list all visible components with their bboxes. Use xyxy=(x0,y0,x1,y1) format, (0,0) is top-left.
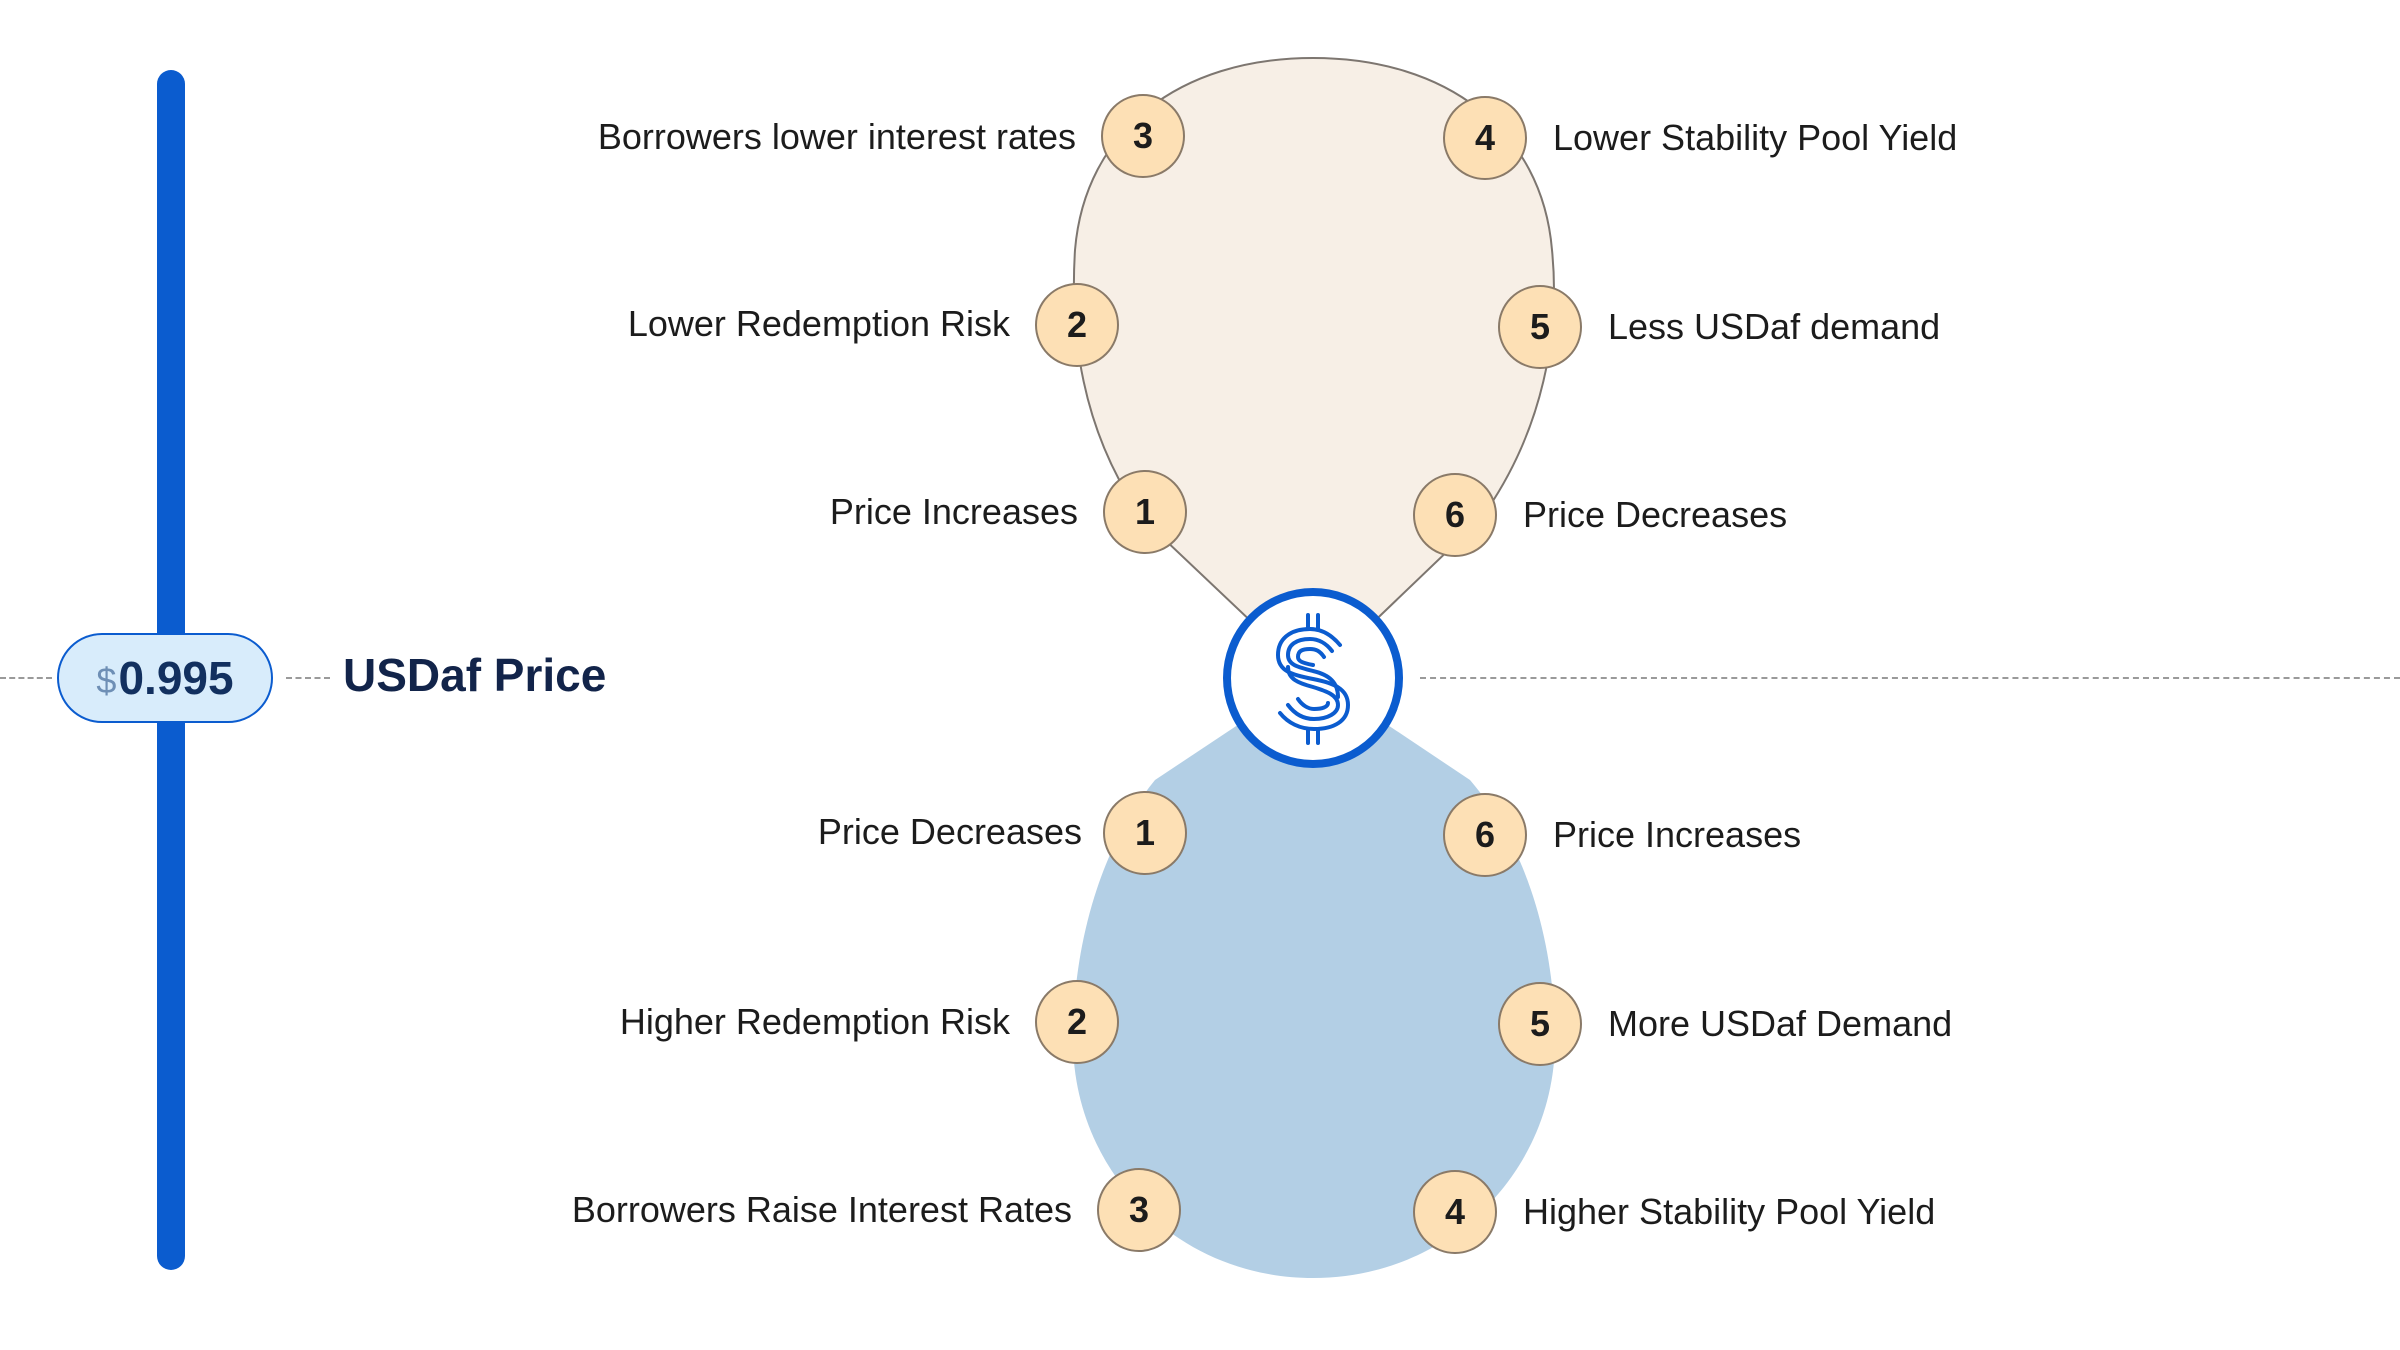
lower-step-5-badge: 5 xyxy=(1498,982,1582,1066)
lower-step-5-label: More USDaf Demand xyxy=(1608,1003,1953,1044)
upper-step-2-badge: 2 xyxy=(1035,283,1119,367)
lower-step-1-label: Price Decreases xyxy=(817,811,1082,852)
dollar-coin-icon xyxy=(1222,587,1404,769)
upper-step-4-label: Lower Stability Pool Yield xyxy=(1553,117,1958,158)
lower-step-4-badge: 4 xyxy=(1413,1170,1497,1254)
upper-step-3-badge: 3 xyxy=(1101,94,1185,178)
price-value: 0.995 xyxy=(118,652,234,704)
upper-step-6-label: Price Decreases xyxy=(1523,494,1788,535)
price-line-right xyxy=(1420,677,2400,679)
price-indicator[interactable]: $ 0.995 xyxy=(57,633,273,723)
lower-step-4-label: Higher Stability Pool Yield xyxy=(1523,1191,1936,1232)
price-line-mid xyxy=(286,677,330,679)
lower-step-2-badge: 2 xyxy=(1035,980,1119,1064)
price-line-left xyxy=(0,677,52,679)
upper-step-4-badge: 4 xyxy=(1443,96,1527,180)
lower-step-3-label: Borrowers Raise Interest Rates xyxy=(571,1189,1072,1230)
lower-step-1-badge: 1 xyxy=(1103,791,1187,875)
lower-step-2-label: Higher Redemption Risk xyxy=(619,1001,1010,1042)
upper-step-5-label: Less USDaf demand xyxy=(1608,306,1941,347)
upper-step-5-badge: 5 xyxy=(1498,285,1582,369)
lower-step-3-badge: 3 xyxy=(1097,1168,1181,1252)
upper-step-1-badge: 1 xyxy=(1103,470,1187,554)
lower-step-6-label: Price Increases xyxy=(1553,814,1802,855)
lower-loop-shape xyxy=(1073,675,1555,1278)
upper-step-6-badge: 6 xyxy=(1413,473,1497,557)
upper-step-1-label: Price Increases xyxy=(829,491,1078,532)
upper-step-3-label: Borrowers lower interest rates xyxy=(597,116,1076,157)
price-title: USDaf Price xyxy=(343,649,607,701)
upper-step-2-label: Lower Redemption Risk xyxy=(627,303,1010,344)
lower-step-6-badge: 6 xyxy=(1443,793,1527,877)
price-currency: $ xyxy=(96,660,117,701)
